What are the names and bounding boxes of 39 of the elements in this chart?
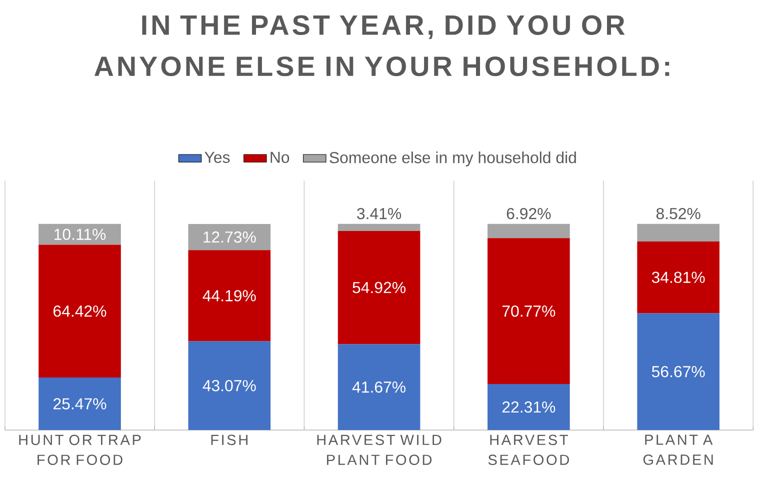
data-label: 25.47% [54,398,106,410]
x-tick-label: HUNT OR TRAP FOR FOOD [19,434,141,466]
bar [338,344,420,430]
data-label: 22.31% [502,401,556,413]
data-label: 43.07% [202,380,256,392]
data-label: 8.52% [656,208,700,220]
legend-label: No [270,152,290,163]
data-label: 56.67% [652,366,705,378]
data-label: 70.77% [502,305,556,317]
bar [338,230,420,344]
legend-label: Someone else in my household did [330,152,576,166]
x-tick-label: FISH [211,434,248,446]
data-label: 41.67% [352,381,406,393]
data-label: 64.42% [54,306,106,317]
data-label: 54.92% [352,282,406,294]
bar [488,224,570,238]
data-label: 6.92% [506,208,551,220]
data-label: 44.19% [202,290,256,302]
legend-label: Yes [204,152,230,163]
data-label: 34.81% [652,272,705,283]
bar [338,224,420,231]
bar [38,244,121,378]
data-label: 10.11% [54,228,106,240]
bar [488,384,570,430]
bar [38,378,121,430]
bar [488,238,570,384]
bar [188,341,271,430]
bar [637,224,720,242]
bar [38,224,121,245]
x-tick-label: HARVEST SEAFOOD [488,434,569,466]
chart-title: IN THE PAST YEAR, DID YOU OR ANYONE ELSE IN YOUR HOUSEHOLD: [94,15,670,76]
bar [188,224,271,250]
data-label: 3.41% [357,208,402,220]
bar [637,313,720,430]
data-label: 12.73% [204,231,256,243]
x-tick-label: HARVEST WILD PLANT FOOD [317,434,442,466]
bar [637,241,720,314]
bar [188,250,271,342]
x-tick-label: PLANT A GARDEN [643,434,713,465]
